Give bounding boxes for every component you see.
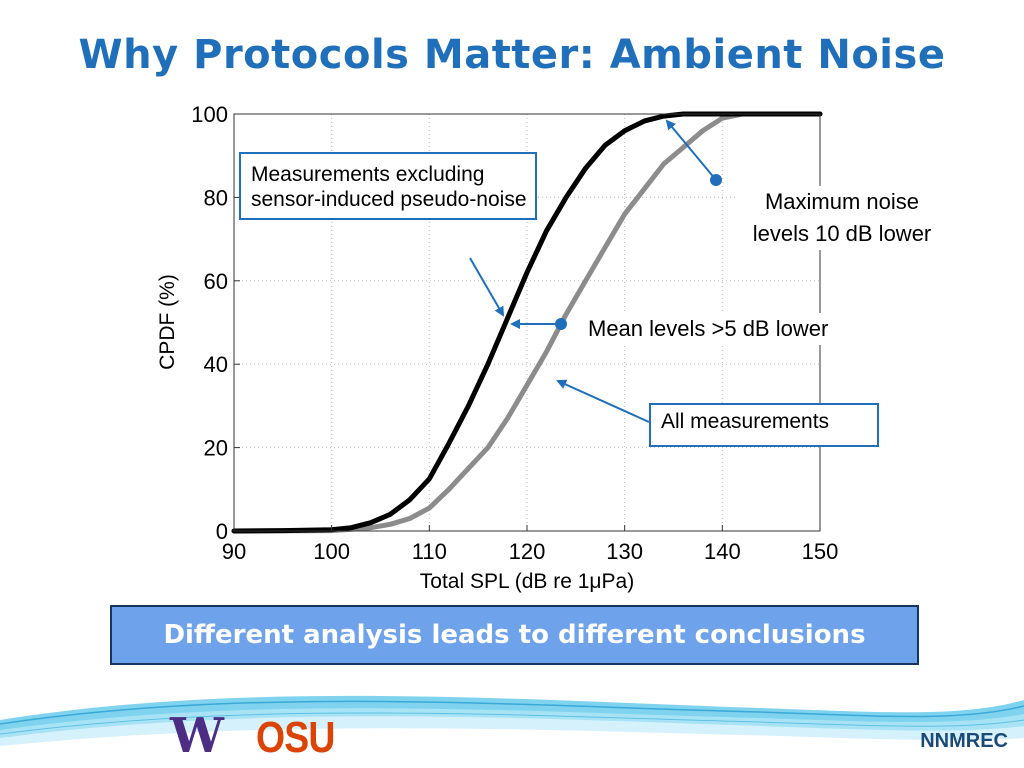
org-name: NNMREC — [920, 730, 1008, 752]
max-noise-line2: levels 10 dB lower — [752, 220, 932, 246]
measurements-callout: Measurements excluding sensor-induced ps… — [239, 152, 537, 221]
max-noise-note: Maximum noise levels 10 dB lower — [735, 186, 949, 250]
x-tick-label: 140 — [704, 539, 741, 564]
uw-logo: W — [170, 708, 224, 764]
x-tick-label: 120 — [509, 539, 546, 564]
y-tick-label: 0 — [216, 519, 228, 544]
y-tick-label: 80 — [204, 185, 228, 210]
max-noise-line1: Maximum noise — [764, 189, 920, 214]
conclusion-banner: Different analysis leads to different co… — [110, 605, 919, 665]
y-tick-label: 100 — [191, 102, 228, 127]
series-line-0 — [231, 111, 823, 534]
y-tick-label: 20 — [204, 436, 228, 461]
x-tick-label: 150 — [802, 539, 839, 564]
footer-wave-decoration — [0, 695, 1024, 768]
slide-title: Why Protocols Matter: Ambient Noise — [78, 32, 946, 78]
y-axis-label: CPDF (%) — [156, 274, 179, 370]
x-axis-label: Total SPL (dB re 1μPa) — [420, 570, 634, 593]
all-measurements-callout: All measurements — [649, 403, 879, 447]
mean-levels-note: Mean levels >5 dB lower — [588, 313, 880, 345]
y-tick-label: 60 — [204, 269, 228, 294]
y-tick-label: 40 — [204, 352, 228, 377]
x-tick-label: 130 — [606, 539, 643, 564]
x-tick-label: 90 — [222, 539, 246, 564]
x-tick-label: 100 — [313, 539, 350, 564]
x-tick-label: 110 — [412, 539, 447, 564]
osu-logo: OSU — [256, 713, 335, 762]
